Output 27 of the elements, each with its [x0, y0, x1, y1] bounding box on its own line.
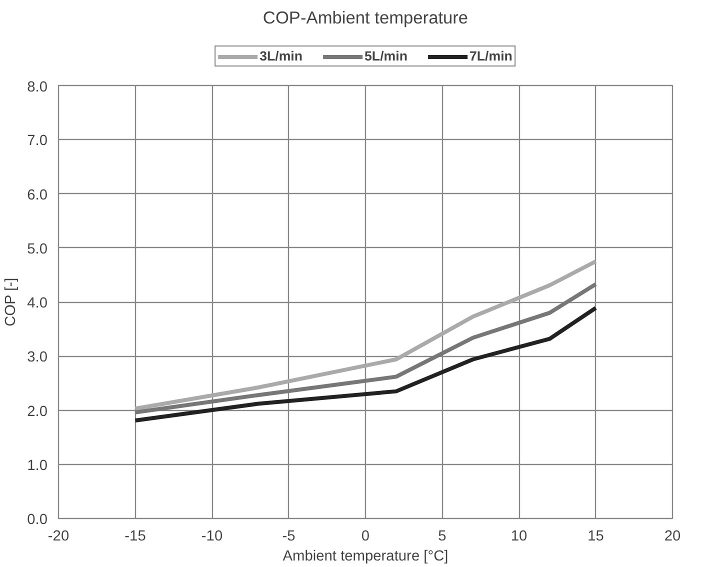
chart-title: COP-Ambient temperature — [262, 8, 468, 28]
y-axis-title: COP [-] — [3, 278, 20, 326]
line-series — [133, 259, 598, 411]
x-tick-label: 0 — [361, 528, 370, 544]
line-series — [133, 306, 598, 423]
y-tick-label: 5.0 — [27, 241, 48, 258]
y-tick-label: 0.0 — [27, 512, 48, 528]
y-tick-label: 1.0 — [27, 458, 48, 474]
x-tick-label: -5 — [282, 528, 296, 544]
y-tick-label: 6.0 — [27, 187, 48, 204]
legend-label: 5L/min — [364, 48, 408, 64]
x-tick-label: -20 — [48, 528, 70, 544]
x-tick-label: 5 — [438, 528, 446, 544]
legend-label: 3L/min — [260, 48, 303, 64]
legend-label: 7L/min — [469, 48, 512, 64]
x-tick-label: -10 — [201, 528, 223, 544]
x-tick-label: 10 — [510, 528, 528, 544]
y-tick-label: 3.0 — [27, 350, 48, 366]
x-axis-title: Ambient temperature [°C] — [282, 548, 448, 564]
x-tick-label: -15 — [124, 528, 146, 544]
y-tick-label: 4.0 — [27, 296, 48, 312]
line-series — [133, 282, 598, 414]
y-tick-label: 7.0 — [27, 133, 48, 150]
x-tick-label: 20 — [664, 528, 681, 544]
y-tick-label: 2.0 — [27, 404, 48, 420]
x-tick-label: 15 — [588, 528, 604, 544]
y-tick-label: 8.0 — [27, 80, 48, 96]
